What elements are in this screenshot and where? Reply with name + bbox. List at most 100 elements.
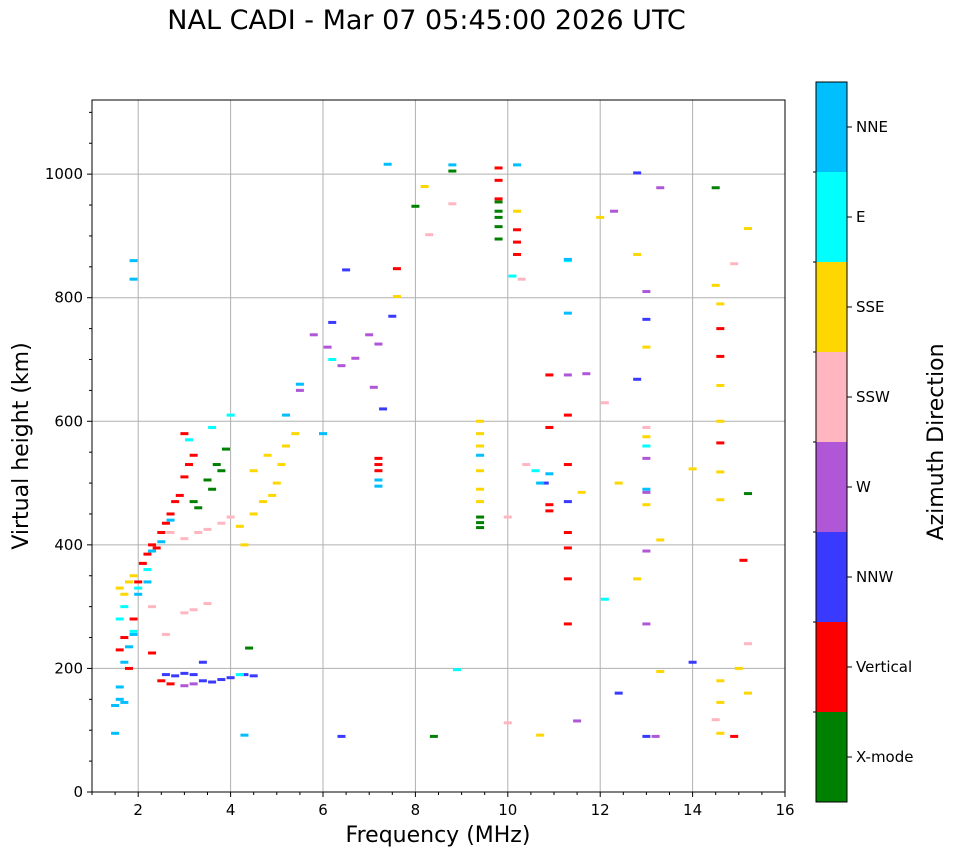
data-point-nne [111,731,120,735]
data-point-nne [545,472,554,476]
y-tick-label: 800 [54,289,83,307]
data-point-ssw [730,262,739,266]
data-point-nnw [614,691,623,695]
data-point-sse [716,679,725,683]
data-point-x-mode [448,169,457,173]
x-tick-label: 6 [318,801,328,819]
data-point-x-mode [429,734,438,738]
data-point-sse [633,577,642,581]
data-point-x-mode [494,200,503,204]
y-tick-label: 1000 [45,165,83,183]
data-point-sse [716,700,725,704]
data-point-e [531,469,540,473]
data-point-sse [642,345,651,349]
data-point-x-mode [476,521,485,525]
data-point-vertical [494,197,503,201]
data-point-e [115,617,124,621]
data-point-ssw [217,521,226,525]
y-tick-label: 0 [73,783,83,801]
data-point-e [328,358,337,361]
data-point-nnw [180,671,189,675]
data-point-sse [277,463,286,467]
data-point-nne [129,632,138,636]
data-point-vertical [171,500,180,504]
data-point-x-mode [494,225,503,229]
data-point-nne [111,704,120,707]
data-point-nnw [688,660,697,664]
data-point-sse [716,498,725,502]
x-axis-label: Frequency (MHz) [346,823,531,848]
data-point-nnw [226,676,235,680]
data-point-vertical [513,252,522,256]
x-tick-label: 4 [226,801,236,819]
data-point-ssw [180,537,189,541]
data-point-w [189,682,198,686]
data-point-vertical [374,463,383,467]
data-point-sse [536,733,545,737]
data-point-nne [129,277,138,281]
x-tick-label: 8 [411,801,421,819]
data-point-e [226,413,235,417]
data-point-sse [420,185,429,188]
colorbar-tick-label: X-mode [856,748,913,766]
data-point-sse [291,432,300,436]
data-point-nnw [161,673,170,677]
data-point-sse [476,432,485,436]
data-point-sse [240,543,249,547]
y-axis-ticks: 0 200 400 600 800 1000 [45,111,92,801]
y-tick-label: 200 [54,659,83,677]
data-point-sse [282,444,291,448]
data-point-nnw [337,734,346,738]
data-point-vertical [716,327,725,331]
data-point-nnw [171,674,180,678]
data-point-vertical [148,651,157,655]
data-point-sse [263,453,272,457]
data-point-sse [656,670,665,674]
data-point-x-mode [212,463,221,467]
data-point-sse [476,500,485,504]
data-point-nne [134,592,143,596]
data-point-nnw [388,314,397,318]
data-point-nne [115,697,124,701]
data-point-sse [716,419,725,423]
data-point-e [508,274,517,278]
data-point-vertical [134,580,143,584]
data-point-w [323,345,332,349]
data-point-sse [249,512,258,516]
data-point-nnw [198,679,207,683]
data-point-nnw [208,680,217,684]
data-point-vertical [138,561,147,565]
data-point-ssw [503,515,512,519]
data-point-sse [513,209,522,213]
data-point-sse [716,470,725,474]
data-point-sse [392,294,401,298]
y-axis-label: Virtual height (km) [9,342,34,549]
data-point-w [656,186,665,190]
data-point-w [309,333,318,337]
data-point-ssw [522,463,531,467]
data-point-w [295,388,304,392]
data-point-ssw [448,202,457,206]
colorbar-segment [816,352,847,442]
data-point-e [120,605,129,609]
colorbar-frame [815,81,848,803]
data-point-sse [711,283,720,287]
data-point-nne [166,518,175,522]
x-tick-label: 12 [591,801,610,819]
data-point-vertical [494,166,503,170]
data-point-w [563,373,572,377]
data-point-vertical [545,373,554,377]
data-point-nne [374,478,383,482]
data-point-sse [716,731,725,735]
data-point-w [365,333,374,337]
data-point-ssw [194,531,203,534]
data-point-w [573,719,582,723]
data-point-w [351,356,360,360]
data-point-x-mode [494,215,503,219]
data-point-ssw [425,233,434,237]
data-point-vertical [124,666,133,670]
plot-area [92,100,785,792]
data-point-sse [249,469,258,473]
data-point-x-mode [217,469,226,473]
data-point-nnw [642,734,651,738]
